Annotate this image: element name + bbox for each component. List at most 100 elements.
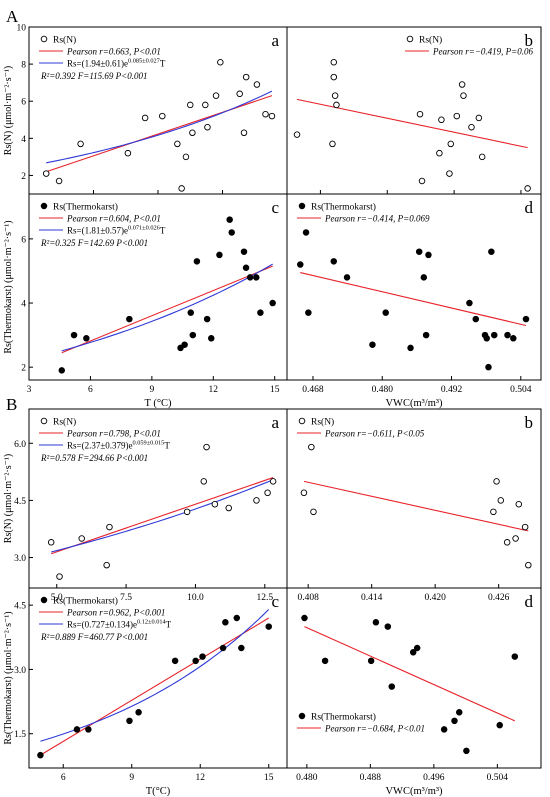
x-tick-label: 12.5 <box>256 593 273 603</box>
x-tick-label: 0.420 <box>424 593 446 603</box>
panel-letter: c <box>271 198 279 217</box>
x-tick-label: 6 <box>88 385 93 395</box>
data-point <box>238 644 245 652</box>
data-point <box>264 489 271 497</box>
data-point <box>37 751 44 759</box>
data-point <box>525 561 532 569</box>
data-point <box>200 478 208 485</box>
data-point <box>193 258 201 265</box>
legend-label: Rs=(1.81±0.57)e0.071±0.026T <box>67 225 166 236</box>
data-point <box>510 335 517 342</box>
data-point <box>204 123 211 131</box>
x-tick-label: 7.5 <box>120 593 132 603</box>
x-tick-label: 0.492 <box>441 385 463 395</box>
data-point <box>308 443 315 451</box>
y-axis-label: Rs(Thermokarst) (μmol·m⁻²·s⁻¹) <box>3 220 14 353</box>
data-point <box>242 264 250 272</box>
data-point <box>490 331 498 339</box>
data-point <box>422 331 430 339</box>
panel-A-d: 0.468 0.480 0.492 0.504 d Rs(Thermokarst)Pear… <box>286 193 542 409</box>
panel-A-a: 2 4 6 8 10 a Rs(N)Pearson r=0.663, P<0.01Rs=(1… <box>3 24 288 195</box>
data-point <box>310 508 317 516</box>
data-point <box>83 335 90 342</box>
data-point <box>369 341 376 348</box>
data-point <box>257 309 264 316</box>
data-point <box>425 251 432 259</box>
x-tick-label: 0.408 <box>297 593 319 603</box>
legend-marker <box>406 35 414 43</box>
panel-frame <box>286 193 542 381</box>
panel-letter: a <box>271 413 279 432</box>
data-point <box>330 258 338 265</box>
data-point <box>409 649 417 656</box>
x-tick-label: 5.0 <box>51 593 63 603</box>
data-point <box>415 248 423 255</box>
stats-text: R²=0.392 F=115.69 P<0.001 <box>40 71 148 81</box>
legend-label: Rs=(2.37±0.379)e0.059±0.015T <box>67 440 170 451</box>
data-point <box>135 709 142 716</box>
data-point <box>211 500 219 508</box>
x-tick-label: 9 <box>149 385 154 395</box>
legend-label: Pearson r=−0.684, P<0.01 <box>324 724 425 734</box>
data-point <box>497 497 505 504</box>
legend-label: Pearson r=0.798, P<0.01 <box>66 429 161 439</box>
legend-label: Pearson r=−0.419, P=0.06 <box>432 47 533 57</box>
legend-label: Rs(Thermokarst) <box>311 202 376 213</box>
data-point <box>458 81 466 88</box>
exponential-fit-curve <box>51 479 274 553</box>
data-point <box>447 140 455 148</box>
data-point <box>329 140 336 148</box>
data-point <box>42 170 50 177</box>
exponential-fit-curve <box>46 90 273 164</box>
section-label-B: B <box>6 395 17 414</box>
stats-text: R²=0.578 F=294.66 P<0.001 <box>40 453 148 463</box>
data-point <box>512 535 519 542</box>
panel-letter: d <box>525 198 534 217</box>
data-point <box>183 508 191 516</box>
x-axis-label: VWC(m³/m³) <box>385 786 443 797</box>
legend-label: Rs(N) <box>53 35 76 46</box>
section-label-A: A <box>6 7 19 26</box>
x-tick-label: 0.504 <box>510 385 532 395</box>
legend-label: Rs(N) <box>53 417 76 428</box>
data-point <box>503 539 511 546</box>
data-point <box>126 315 133 323</box>
data-point <box>463 747 470 755</box>
data-point <box>438 116 445 124</box>
data-point <box>446 170 453 177</box>
legend-label: Pearson r=0.663, P<0.01 <box>66 47 161 57</box>
y-tick-label: 8 <box>21 61 26 71</box>
x-tick-label: 0.414 <box>361 593 383 603</box>
y-tick-label: 2 <box>21 364 26 374</box>
y-axis-label: Rs(N) (μmol·m⁻²·s⁻¹) <box>3 66 14 155</box>
data-point <box>192 657 199 665</box>
data-point <box>124 149 132 157</box>
data-point <box>300 489 308 497</box>
y-tick-label: 2 <box>21 172 26 182</box>
data-point <box>305 309 312 316</box>
x-tick-label: 0.488 <box>360 773 382 783</box>
data-point <box>388 683 396 690</box>
data-point <box>47 539 55 546</box>
legend-label: Pearson r=0.962, P<0.001 <box>66 608 165 618</box>
data-point <box>453 112 461 120</box>
linear-fit-line <box>304 626 516 722</box>
data-point <box>301 614 308 622</box>
panel-letter: c <box>271 592 279 611</box>
x-tick-label: 10.0 <box>187 593 204 603</box>
data-point <box>171 657 179 665</box>
linear-fit-line <box>51 477 274 555</box>
data-point <box>253 274 260 281</box>
x-tick-label: 12 <box>195 773 205 783</box>
data-point <box>226 216 233 223</box>
data-point <box>436 149 443 157</box>
data-point <box>466 299 473 307</box>
panel-letter: a <box>271 31 279 50</box>
exponential-fit-curve <box>61 263 273 352</box>
data-point <box>372 619 380 626</box>
data-point <box>253 497 260 504</box>
x-tick-label: 0.480 <box>372 385 394 395</box>
y-tick-label: 3.0 <box>14 554 26 564</box>
data-point <box>490 508 497 516</box>
data-point <box>493 478 500 485</box>
